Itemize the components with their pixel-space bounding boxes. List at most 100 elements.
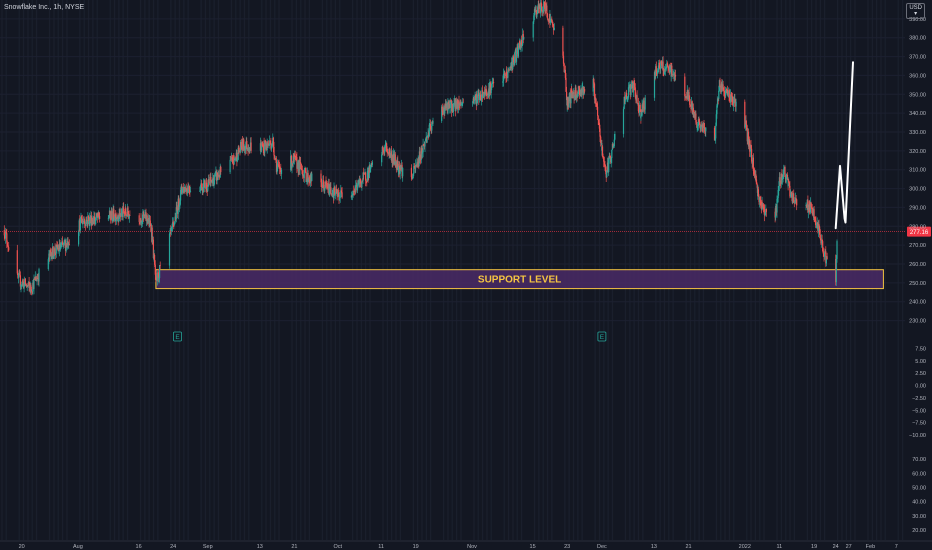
candle-body bbox=[24, 278, 26, 284]
time-axis[interactable]: 20 Aug 16 24 Sep 13 21 Oct 11 19 Nov 15 23 Dec 13 21 202… bbox=[0, 540, 932, 550]
candle-body bbox=[303, 172, 305, 179]
candle-body bbox=[92, 220, 94, 222]
candle-body bbox=[98, 212, 100, 217]
candle-body bbox=[453, 103, 455, 105]
candle-body bbox=[732, 102, 734, 106]
volume-tick-label: 20.00 bbox=[912, 528, 926, 534]
candle-body bbox=[728, 90, 730, 95]
candle-body bbox=[537, 4, 539, 11]
candle-body bbox=[110, 211, 112, 219]
candle-body bbox=[723, 90, 725, 96]
candle-body bbox=[52, 246, 54, 258]
candle-body bbox=[791, 192, 793, 198]
candle-body bbox=[796, 199, 798, 206]
candle-body bbox=[266, 143, 268, 150]
candle-body bbox=[717, 98, 719, 106]
candle-body bbox=[696, 126, 698, 128]
candle-body bbox=[626, 93, 628, 100]
candle-body bbox=[236, 159, 239, 162]
candle-body bbox=[107, 218, 109, 220]
candle-body bbox=[603, 161, 605, 165]
candle-body bbox=[400, 168, 402, 170]
candle-body bbox=[578, 86, 580, 89]
candle-body bbox=[656, 72, 658, 74]
candle-body bbox=[777, 198, 779, 199]
candle-body bbox=[700, 126, 702, 129]
candle-body bbox=[701, 124, 703, 127]
candle-body bbox=[746, 124, 748, 130]
candle-body bbox=[765, 209, 767, 212]
candle-body bbox=[108, 217, 110, 219]
candle-body bbox=[605, 171, 607, 177]
candle-body bbox=[178, 198, 180, 207]
candle-body bbox=[125, 208, 127, 214]
candle-body bbox=[63, 240, 65, 243]
session-band bbox=[66, 0, 68, 540]
candle-body bbox=[30, 284, 32, 290]
candle-body bbox=[95, 217, 97, 220]
candle-body bbox=[747, 131, 750, 147]
candle-body bbox=[624, 97, 626, 101]
candle-body bbox=[506, 71, 508, 77]
candle-body bbox=[325, 182, 327, 185]
candle-body bbox=[185, 188, 187, 192]
candle-body bbox=[168, 233, 171, 266]
candle-body bbox=[752, 163, 754, 171]
candle-body bbox=[384, 143, 386, 148]
candle-body bbox=[99, 216, 101, 219]
candle-body bbox=[268, 144, 270, 146]
candle-body bbox=[397, 170, 399, 173]
candle-body bbox=[786, 174, 789, 180]
price-axis[interactable]: 390.00 380.00 370.00 360.00 350.00 340.00 330.… bbox=[909, 17, 926, 325]
candle-body bbox=[571, 93, 573, 97]
candle-body bbox=[21, 284, 23, 286]
candle-body bbox=[425, 138, 427, 142]
candle-body bbox=[611, 149, 613, 158]
chevron-down-icon: ▾ bbox=[914, 11, 918, 17]
oscillator-tick-label: −10.00 bbox=[909, 433, 926, 439]
candle-body bbox=[757, 189, 759, 197]
candle-body bbox=[579, 88, 581, 96]
candle-body bbox=[233, 155, 235, 160]
candle-body bbox=[603, 158, 605, 162]
volume-tick-label: 50.00 bbox=[912, 485, 926, 491]
candle-body bbox=[149, 220, 151, 225]
candle-body bbox=[819, 234, 821, 239]
candle-body bbox=[416, 162, 419, 168]
candle-body bbox=[293, 154, 295, 156]
candle-body bbox=[264, 140, 266, 153]
candle-body bbox=[340, 190, 343, 193]
candle-body bbox=[324, 187, 326, 191]
candle-body bbox=[382, 150, 385, 152]
candle-body bbox=[417, 160, 419, 168]
candle-body bbox=[632, 82, 634, 93]
candle-body bbox=[89, 217, 91, 221]
candle-body bbox=[333, 187, 335, 199]
projection-path[interactable] bbox=[834, 61, 854, 230]
candle-body bbox=[186, 187, 188, 194]
candle-body bbox=[637, 102, 639, 112]
candle-body bbox=[786, 174, 788, 177]
candle-body bbox=[176, 207, 178, 209]
candle-body bbox=[730, 94, 732, 101]
candle-body bbox=[751, 148, 753, 162]
candle-body bbox=[543, 1, 545, 12]
candle-body bbox=[366, 181, 368, 182]
candle-body bbox=[775, 206, 777, 213]
candle-body bbox=[760, 200, 762, 208]
candle-body bbox=[458, 101, 460, 105]
candle-body bbox=[718, 90, 720, 92]
support-zone[interactable]: SUPPORT LEVEL bbox=[155, 269, 884, 290]
candle-body bbox=[37, 277, 39, 279]
candle-body bbox=[57, 248, 59, 250]
candle-body bbox=[357, 180, 359, 187]
candle-body bbox=[441, 106, 443, 112]
candle-body bbox=[824, 251, 826, 253]
candle-body bbox=[521, 44, 523, 47]
candle-body bbox=[582, 87, 584, 95]
candle-body bbox=[201, 188, 203, 191]
candle-body bbox=[577, 86, 579, 94]
candle-body bbox=[777, 190, 779, 198]
currency-label[interactable]: USD ▾ bbox=[906, 3, 925, 19]
